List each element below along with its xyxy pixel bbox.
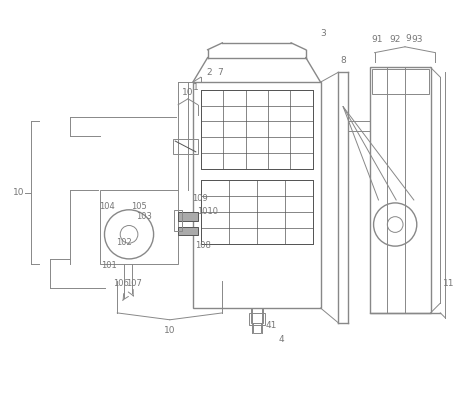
Bar [99,190,178,264]
Text: 101: 101 [102,261,117,270]
Text: 9: 9 [405,35,411,43]
Bar [372,69,429,94]
Bar [253,323,261,333]
Text: 109: 109 [192,193,207,202]
Text: 108: 108 [195,241,211,250]
Text: 4: 4 [278,335,284,344]
Text: 91: 91 [372,35,383,44]
Text: 10: 10 [182,89,194,97]
Text: 41: 41 [266,321,277,330]
Text: 106: 106 [113,279,129,288]
Text: 107: 107 [126,279,142,288]
Text: 1: 1 [193,83,199,92]
Text: 10: 10 [13,188,25,197]
Text: 103: 103 [136,212,152,221]
Bar [370,67,430,313]
Text: 105: 105 [131,202,147,211]
Text: 102: 102 [116,238,132,247]
Text: 1010: 1010 [197,207,218,216]
Bar [173,139,198,154]
Bar [201,180,313,244]
Text: 8: 8 [340,56,346,65]
Text: 93: 93 [411,35,423,44]
Text: 92: 92 [390,35,401,44]
Bar [201,90,313,169]
Bar [193,82,321,308]
Bar [174,210,182,231]
Text: 7: 7 [217,68,223,77]
Text: 10: 10 [164,326,176,335]
Text: 2: 2 [207,68,212,77]
Bar [249,313,265,325]
Text: 3: 3 [321,29,326,38]
Bar [178,227,198,235]
Bar [251,308,262,323]
Bar [178,212,198,221]
Text: 104: 104 [99,202,115,211]
Text: 11: 11 [443,279,454,288]
